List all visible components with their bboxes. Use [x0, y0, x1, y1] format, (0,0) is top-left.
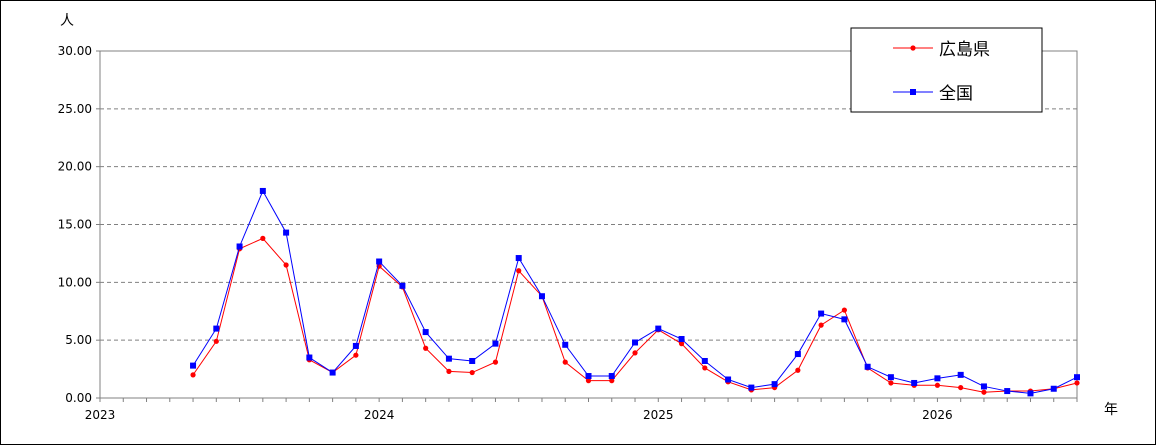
- y-tick-label: 20.00: [58, 160, 92, 174]
- data-point: [352, 342, 359, 349]
- data-point: [841, 316, 848, 323]
- data-point: [771, 381, 778, 388]
- data-point: [725, 376, 732, 383]
- legend-marker-national: [910, 89, 916, 95]
- data-point: [655, 325, 662, 332]
- data-point: [911, 379, 918, 386]
- x-tick-label: 2024: [364, 408, 395, 422]
- data-point: [958, 384, 964, 391]
- y-tick-label: 10.00: [58, 275, 92, 289]
- y-unit-label: 人: [60, 13, 74, 29]
- data-point: [934, 382, 941, 388]
- legend-label-hiroshima: 広島県: [939, 40, 990, 60]
- data-point: [469, 357, 476, 364]
- data-point: [632, 339, 639, 346]
- x-axis: 2023 2024 2025 2026: [85, 398, 1078, 422]
- data-point: [213, 325, 220, 332]
- y-tick-label: 15.00: [58, 218, 92, 232]
- data-point: [446, 368, 452, 374]
- series-national: [190, 187, 1080, 397]
- data-point: [329, 369, 336, 376]
- data-point: [492, 359, 499, 365]
- legend-marker-hiroshima: [910, 45, 916, 51]
- data-point: [469, 369, 475, 376]
- data-point: [1074, 380, 1080, 386]
- y-axis: 0.00 5.00 10.00 15.00 20.00 25.00 30.00: [58, 44, 100, 405]
- data-point: [678, 336, 685, 343]
- data-point: [934, 375, 941, 382]
- data-point: [538, 293, 545, 300]
- data-point: [585, 378, 592, 384]
- data-point: [445, 355, 452, 362]
- x-tick-label: 2025: [643, 408, 674, 422]
- y-tick-label: 25.00: [58, 102, 92, 116]
- data-point: [562, 341, 569, 348]
- data-point: [748, 384, 755, 391]
- x-tick-label: 2026: [922, 408, 953, 422]
- data-point: [1074, 374, 1080, 381]
- legend-label-national: 全国: [939, 84, 973, 104]
- data-point: [516, 268, 522, 274]
- data-point: [795, 367, 801, 373]
- y-tick-label: 0.00: [65, 391, 92, 405]
- data-point: [632, 350, 638, 356]
- data-point: [957, 371, 964, 378]
- data-point: [794, 351, 801, 358]
- data-point: [818, 322, 824, 328]
- data-point: [980, 383, 987, 390]
- legend: 広島県 全国: [850, 27, 1043, 113]
- data-point: [841, 307, 847, 313]
- data-point: [376, 258, 383, 265]
- data-point: [399, 282, 406, 289]
- data-point: [283, 262, 289, 268]
- data-point: [887, 374, 894, 381]
- y-tick-label: 5.00: [65, 333, 92, 347]
- x-tick-label: 2023: [85, 408, 116, 422]
- data-point: [585, 373, 592, 380]
- data-point: [702, 365, 708, 371]
- x-unit-label: 年: [1104, 402, 1118, 418]
- data-point: [562, 359, 568, 365]
- data-point: [609, 378, 615, 384]
- data-point: [864, 363, 871, 370]
- data-point: [283, 229, 290, 236]
- data-point: [259, 187, 266, 194]
- data-point: [492, 340, 499, 347]
- data-point: [818, 310, 825, 317]
- data-point: [422, 329, 429, 336]
- data-point: [888, 380, 894, 386]
- data-point: [515, 255, 522, 262]
- data-point: [306, 354, 313, 361]
- data-point: [1004, 388, 1011, 395]
- y-tick-label: 30.00: [58, 44, 92, 58]
- data-point: [678, 341, 685, 347]
- data-point: [423, 345, 429, 351]
- data-point: [1050, 385, 1057, 392]
- data-point: [353, 352, 359, 358]
- data-point: [701, 357, 708, 364]
- data-point: [190, 372, 196, 378]
- data-point: [608, 373, 615, 380]
- data-point: [236, 243, 243, 250]
- data-point: [981, 389, 987, 395]
- data-point: [190, 362, 197, 369]
- data-point: [260, 235, 266, 241]
- series-layer: [190, 187, 1080, 397]
- legend-box: [850, 27, 1043, 113]
- data-point: [1027, 390, 1034, 397]
- data-point: [213, 338, 219, 344]
